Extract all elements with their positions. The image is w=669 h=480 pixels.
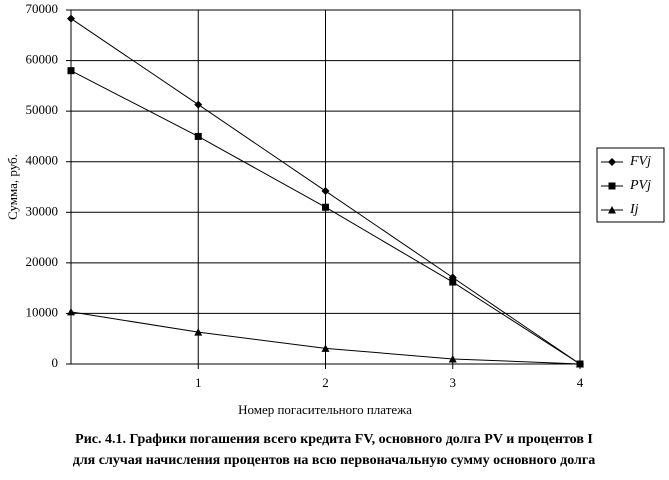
legend-label: Ij bbox=[629, 202, 639, 217]
marker bbox=[67, 14, 75, 23]
y-tick-label: 40000 bbox=[26, 153, 59, 168]
x-tick-label: 3 bbox=[450, 375, 457, 390]
y-tick-label: 10000 bbox=[26, 304, 59, 319]
legend-label: PVj bbox=[629, 178, 651, 193]
y-tick-label: 50000 bbox=[26, 102, 59, 117]
marker bbox=[449, 278, 457, 286]
y-tick-label: 0 bbox=[52, 355, 59, 370]
legend-label: FVj bbox=[629, 154, 651, 169]
marker bbox=[608, 206, 616, 214]
x-tick-label: 4 bbox=[577, 375, 584, 390]
marker bbox=[194, 100, 203, 109]
marker bbox=[608, 182, 616, 190]
caption: для случая начисления процентов на всю п… bbox=[73, 453, 596, 468]
marker bbox=[576, 360, 584, 368]
marker bbox=[448, 354, 457, 363]
marker bbox=[194, 132, 202, 140]
marker bbox=[322, 203, 329, 211]
x-axis-label: Номер погасительного платежа bbox=[238, 402, 412, 417]
y-tick-label: 60000 bbox=[26, 52, 59, 67]
y-tick-label: 30000 bbox=[26, 203, 59, 218]
marker bbox=[321, 187, 330, 196]
x-tick-label: 2 bbox=[322, 375, 329, 390]
marker bbox=[608, 158, 616, 166]
y-axis-label: Сумма, руб. bbox=[5, 154, 20, 220]
y-tick-label: 70000 bbox=[26, 1, 59, 16]
x-tick-label: 1 bbox=[195, 375, 202, 390]
marker bbox=[67, 307, 75, 316]
caption: Рис. 4.1. Графики погашения всего кредит… bbox=[75, 432, 593, 447]
marker bbox=[67, 67, 75, 75]
marker bbox=[321, 344, 330, 352]
y-tick-label: 20000 bbox=[26, 254, 59, 269]
marker bbox=[194, 328, 203, 336]
